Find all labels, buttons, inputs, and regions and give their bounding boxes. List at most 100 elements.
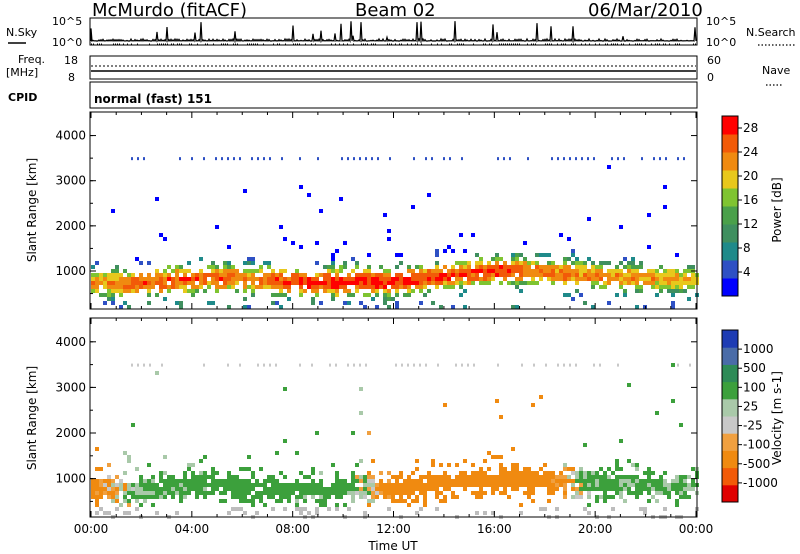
heatmap-cell bbox=[659, 483, 663, 487]
heatmap-cell bbox=[155, 197, 159, 201]
heatmap-cell bbox=[257, 363, 259, 367]
heatmap-cell bbox=[519, 281, 523, 285]
heatmap-cell bbox=[623, 293, 627, 297]
heatmap-cell bbox=[687, 265, 691, 269]
heatmap-cell bbox=[283, 495, 287, 499]
heatmap-cell bbox=[95, 285, 99, 289]
y-tick-label: 3000 bbox=[55, 174, 86, 188]
colorbar-tick-label: 24 bbox=[743, 145, 758, 159]
heatmap-cell bbox=[675, 483, 679, 487]
heatmap-cell bbox=[579, 273, 583, 277]
heatmap-cell bbox=[227, 483, 231, 487]
heatmap-cell bbox=[359, 475, 363, 479]
heatmap-cell bbox=[467, 479, 471, 483]
heatmap-cell bbox=[163, 269, 167, 273]
heatmap-cell bbox=[335, 479, 339, 483]
heatmap-cell bbox=[139, 277, 143, 281]
freq-panel: Freq. [MHz] 18 8 60 0 Nave bbox=[6, 53, 790, 86]
heatmap-cell bbox=[575, 479, 579, 483]
heatmap-cell bbox=[587, 157, 589, 161]
heatmap-cell bbox=[339, 491, 343, 495]
heatmap-cell bbox=[399, 273, 403, 277]
heatmap-cell bbox=[227, 265, 231, 269]
heatmap-cell bbox=[143, 491, 147, 495]
heatmap-cell bbox=[603, 475, 607, 479]
heatmap-cell bbox=[375, 289, 379, 293]
heatmap-cell bbox=[631, 277, 635, 281]
heatmap-cell bbox=[363, 305, 367, 309]
heatmap-cell bbox=[247, 491, 251, 495]
heatmap-cell bbox=[583, 277, 587, 281]
heatmap-cell bbox=[463, 249, 467, 253]
heatmap-cell bbox=[143, 483, 147, 487]
heatmap-cell bbox=[659, 487, 663, 491]
heatmap-cell bbox=[443, 499, 447, 503]
heatmap-cell bbox=[171, 495, 175, 499]
heatmap-cell bbox=[515, 475, 519, 479]
heatmap-cell bbox=[303, 273, 307, 277]
nave-tick-top: 60 bbox=[707, 54, 721, 67]
heatmap-cell bbox=[627, 277, 631, 281]
heatmap-cell bbox=[243, 261, 247, 265]
heatmap-cell bbox=[171, 487, 175, 491]
heatmap-cell bbox=[627, 265, 631, 269]
heatmap-cell bbox=[247, 305, 251, 309]
heatmap-cell bbox=[167, 475, 171, 479]
heatmap-cell bbox=[511, 257, 515, 261]
heatmap-cell bbox=[329, 363, 331, 367]
heatmap-cell bbox=[155, 269, 159, 273]
heatmap-cell bbox=[387, 293, 391, 297]
heatmap-cell bbox=[631, 257, 635, 261]
heatmap-cell bbox=[391, 495, 395, 499]
colorbar-segment bbox=[722, 330, 738, 348]
heatmap-cell bbox=[271, 277, 275, 281]
heatmap-cell bbox=[183, 483, 187, 487]
heatmap-cell bbox=[243, 189, 247, 193]
heatmap-cell bbox=[479, 471, 483, 475]
heatmap-cell bbox=[383, 487, 387, 491]
heatmap-cell bbox=[215, 273, 219, 277]
heatmap-cell bbox=[239, 157, 241, 161]
heatmap-cell bbox=[135, 495, 139, 499]
heatmap-cell bbox=[473, 363, 475, 367]
heatmap-cell bbox=[115, 499, 119, 503]
heatmap-cell bbox=[299, 157, 301, 161]
heatmap-cell bbox=[315, 281, 319, 285]
heatmap-cell bbox=[399, 471, 403, 475]
heatmap-cell bbox=[543, 475, 547, 479]
heatmap-cell bbox=[123, 491, 127, 495]
heatmap-cell bbox=[383, 483, 387, 487]
heatmap-cell bbox=[215, 487, 219, 491]
heatmap-cell bbox=[271, 475, 275, 479]
heatmap-cell bbox=[363, 281, 367, 285]
heatmap-cell bbox=[203, 479, 207, 483]
heatmap-cell bbox=[483, 491, 487, 495]
heatmap-cell bbox=[603, 499, 607, 503]
heatmap-cell bbox=[367, 253, 371, 257]
heatmap-cell bbox=[527, 273, 531, 277]
heatmap-cell bbox=[267, 285, 271, 289]
heatmap-cell bbox=[279, 305, 283, 309]
heatmap-cell bbox=[199, 491, 203, 495]
heatmap-cell bbox=[435, 281, 439, 285]
heatmap-cell bbox=[199, 281, 203, 285]
heatmap-cell bbox=[647, 273, 651, 277]
heatmap-cell bbox=[443, 285, 447, 289]
heatmap-cell bbox=[579, 491, 583, 495]
heatmap-cell bbox=[563, 363, 565, 367]
heatmap-cell bbox=[571, 467, 575, 471]
heatmap-cell bbox=[479, 487, 483, 491]
heatmap-cell bbox=[283, 387, 287, 391]
heatmap-cell bbox=[631, 281, 635, 285]
heatmap-cell bbox=[575, 281, 579, 285]
heatmap-cell bbox=[291, 273, 295, 277]
heatmap-cell bbox=[615, 459, 619, 463]
heatmap-cell bbox=[515, 483, 519, 487]
heatmap-cell bbox=[651, 269, 655, 273]
heatmap-cell bbox=[291, 491, 295, 495]
heatmap-cell bbox=[339, 197, 343, 201]
heatmap-cell bbox=[579, 483, 583, 487]
cpid-panel: CPID normal (fast) 151 bbox=[8, 81, 698, 109]
heatmap-cell bbox=[607, 165, 611, 169]
heatmap-cell bbox=[351, 479, 355, 483]
